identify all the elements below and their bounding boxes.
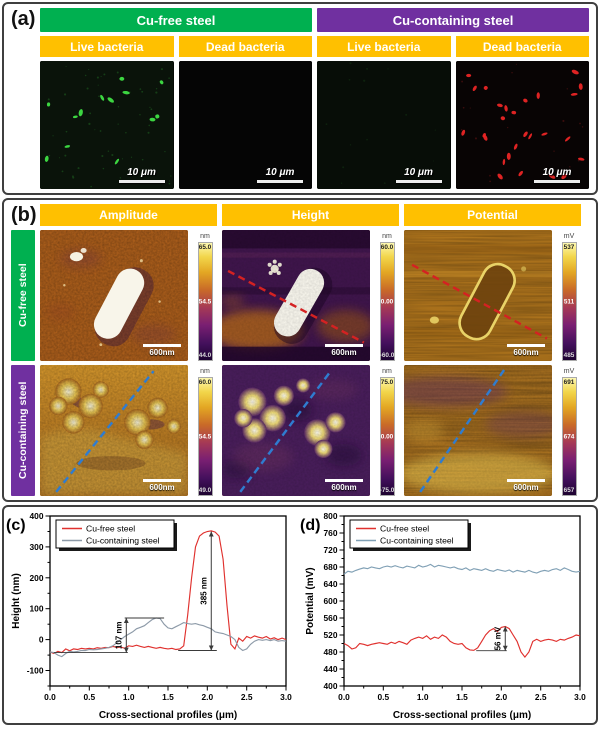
svg-text:1.0: 1.0 bbox=[417, 692, 429, 702]
chart-height-profile: 0.0 0.5 1.0 1.5 2.0 2.5 3.0 -100 0 100 200 300 400 38… bbox=[6, 511, 300, 723]
column-header-potential: Potential bbox=[404, 204, 581, 226]
chart-potential-profile: 0.0 0.5 1.0 1.5 2.0 2.5 3.0 400 440 480 520 560 600 6… bbox=[300, 511, 594, 723]
svg-text:Cross-sectional profiles (μm): Cross-sectional profiles (μm) bbox=[99, 710, 237, 721]
afm-potential-cu-free: 600nm bbox=[404, 230, 552, 361]
afm-height-cu-free: 600nm bbox=[222, 230, 370, 361]
svg-text:3.0: 3.0 bbox=[574, 692, 586, 702]
scale-bar-600nm: 600nm bbox=[507, 479, 545, 492]
svg-text:400: 400 bbox=[324, 681, 338, 691]
svg-text:(d): (d) bbox=[300, 517, 320, 534]
micrograph-live-bacteria-cu-free: 10 μm bbox=[40, 61, 174, 189]
svg-text:1.5: 1.5 bbox=[456, 692, 468, 702]
panel-b: (b) Amplitude Height Potential Cu-free s… bbox=[2, 198, 598, 502]
svg-text:1.0: 1.0 bbox=[123, 692, 135, 702]
svg-text:3.0: 3.0 bbox=[280, 692, 292, 702]
micrograph-dead-bacteria-cu-containing: 10 μm bbox=[455, 61, 589, 189]
afm-amplitude-cu-free: 600nm bbox=[40, 230, 188, 361]
svg-text:0.0: 0.0 bbox=[338, 692, 350, 702]
column-header-amplitude: Amplitude bbox=[40, 204, 217, 226]
svg-text:Cu-free steel: Cu-free steel bbox=[380, 524, 429, 534]
svg-text:2.5: 2.5 bbox=[535, 692, 547, 702]
svg-text:0.0: 0.0 bbox=[44, 692, 56, 702]
group-header-cu-free-steel: Cu-free steel bbox=[40, 8, 312, 32]
micrograph-dead-bacteria-cu-free: 10 μm bbox=[178, 61, 312, 189]
panel-b-label: (b) bbox=[11, 204, 37, 226]
subheader-live-bacteria-cufree: Live bacteria bbox=[40, 36, 174, 57]
svg-text:400: 400 bbox=[30, 511, 44, 521]
afm-height-cu-containing: 600nm bbox=[222, 365, 370, 496]
scale-bar-10um: 10 μm bbox=[257, 167, 303, 183]
svg-text:Potential (mV): Potential (mV) bbox=[305, 567, 316, 634]
scale-bar-10um: 10 μm bbox=[395, 167, 442, 183]
scale-bar-10um: 10 μm bbox=[118, 167, 165, 183]
scale-bar-600nm: 600nm bbox=[143, 344, 181, 357]
svg-text:560: 560 bbox=[324, 613, 338, 623]
svg-text:Cu-containing steel: Cu-containing steel bbox=[380, 536, 454, 546]
scale-bar-600nm: 600nm bbox=[325, 344, 363, 357]
svg-text:2.5: 2.5 bbox=[241, 692, 253, 702]
scale-bar-600nm: 600nm bbox=[325, 479, 363, 492]
svg-text:200: 200 bbox=[30, 573, 44, 583]
svg-text:-100: -100 bbox=[27, 666, 44, 676]
svg-text:0: 0 bbox=[39, 635, 44, 645]
svg-text:680: 680 bbox=[324, 562, 338, 572]
svg-text:440: 440 bbox=[324, 664, 338, 674]
row-label-cu-free-steel: Cu-free steel bbox=[11, 230, 35, 361]
svg-text:600: 600 bbox=[324, 596, 338, 606]
colorbar-amplitude-cu-free: nm 65.0 54.5 44.0 bbox=[197, 233, 213, 361]
row-label-cu-containing-steel: Cu-containing steel bbox=[11, 365, 35, 496]
subheader-live-bacteria-cucontaining: Live bacteria bbox=[317, 36, 451, 57]
svg-text:100: 100 bbox=[30, 604, 44, 614]
colorbar-potential-cu-free: mV 537 511 485 bbox=[557, 230, 581, 361]
svg-text:Cross-sectional profiles (μm): Cross-sectional profiles (μm) bbox=[393, 710, 531, 721]
column-header-height: Height bbox=[222, 204, 399, 226]
svg-text:Cu-containing steel: Cu-containing steel bbox=[86, 536, 160, 546]
svg-text:Cu-free steel: Cu-free steel bbox=[86, 524, 135, 534]
subheader-dead-bacteria-cufree: Dead bacteria bbox=[178, 36, 312, 57]
svg-text:760: 760 bbox=[324, 528, 338, 538]
svg-text:385 nm: 385 nm bbox=[199, 577, 208, 605]
colorbar-height-cu-containing: nm 75.0 0.00 -75.0 bbox=[379, 368, 395, 496]
svg-text:640: 640 bbox=[324, 579, 338, 589]
svg-text:1.5: 1.5 bbox=[162, 692, 174, 702]
svg-text:480: 480 bbox=[324, 647, 338, 657]
scale-bar-600nm: 600nm bbox=[507, 344, 545, 357]
svg-text:56 mV: 56 mV bbox=[493, 626, 502, 650]
afm-potential-cu-containing: 600nm bbox=[404, 365, 552, 496]
svg-text:107 nm: 107 nm bbox=[114, 622, 123, 650]
svg-text:800: 800 bbox=[324, 511, 338, 521]
micrograph-live-bacteria-cu-containing: 10 μm bbox=[317, 61, 451, 189]
scale-bar-10um: 10 μm bbox=[534, 167, 580, 183]
svg-text:0.5: 0.5 bbox=[83, 692, 95, 702]
scale-bar-600nm: 600nm bbox=[143, 479, 181, 492]
panel-a-label: (a) bbox=[11, 8, 36, 30]
svg-text:2.0: 2.0 bbox=[201, 692, 213, 702]
svg-text:2.0: 2.0 bbox=[495, 692, 507, 702]
svg-text:720: 720 bbox=[324, 545, 338, 555]
group-header-cu-containing-steel: Cu-containing steel bbox=[317, 8, 589, 32]
svg-text:520: 520 bbox=[324, 630, 338, 640]
colorbar-height-cu-free: nm 60.0 0.00 -60.0 bbox=[379, 233, 395, 361]
svg-text:Height (nm): Height (nm) bbox=[11, 573, 22, 629]
svg-text:(c): (c) bbox=[6, 517, 26, 534]
afm-amplitude-cu-containing: 600nm bbox=[40, 365, 188, 496]
colorbar-potential-cu-containing: mV 691 674 657 bbox=[557, 365, 581, 496]
panel-c-d: 0.0 0.5 1.0 1.5 2.0 2.5 3.0 -100 0 100 200 300 400 38… bbox=[2, 505, 598, 725]
svg-text:0.5: 0.5 bbox=[377, 692, 389, 702]
subheader-dead-bacteria-cucontaining: Dead bacteria bbox=[455, 36, 589, 57]
svg-text:300: 300 bbox=[30, 542, 44, 552]
panel-a: (a) Cu-free steel Cu-containing steel Li… bbox=[2, 2, 598, 195]
colorbar-amplitude-cu-containing: nm 60.0 54.5 49.0 bbox=[197, 368, 213, 496]
